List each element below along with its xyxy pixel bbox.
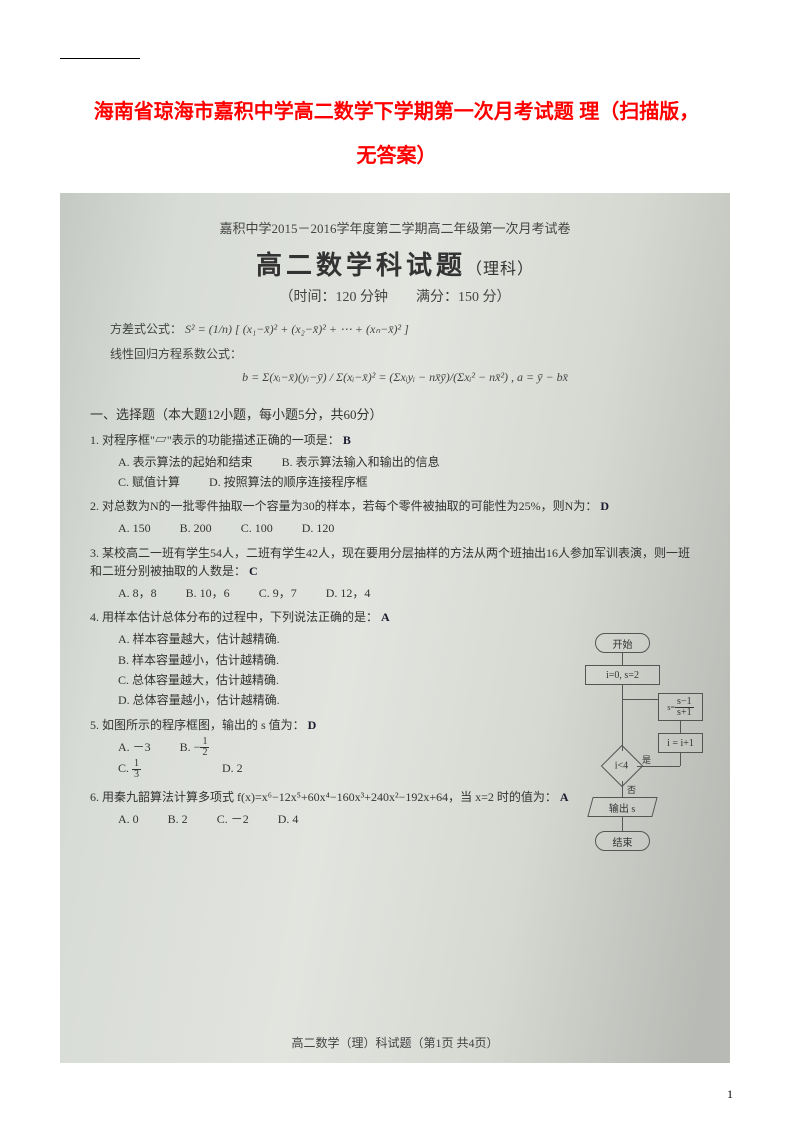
q5-handwritten-answer: D [308,718,317,732]
q3-opt-c: C. 9，7 [259,583,297,603]
q3-text: 3. 某校高二一班有学生54人，二班有学生42人，现在要用分层抽样的方法从两个班… [90,546,690,578]
q4-opt-d: D. 总体容量越小，估计越精确. [118,690,390,710]
fc-no-label: 否 [627,783,636,796]
q2-options: A. 150 B. 200 C. 100 D. 120 [90,518,700,538]
q2-opt-a: A. 150 [118,518,151,538]
regression-formula: 线性回归方程系数公式： b = Σ(xᵢ−x̄)(yᵢ−ȳ) / Σ(xᵢ−x̄… [110,345,700,387]
q1-opt-d: D. 按照算法的顺序连接程序框 [209,472,368,492]
fc-start: 开始 [595,633,650,653]
q2-opt-d: D. 120 [302,518,335,538]
q2-opt-b: B. 200 [180,518,212,538]
fc-inc: i = i+1 [658,733,703,753]
exam-title: 高二数学科试题（理科） [90,245,700,282]
exam-title-sub: （理科） [466,261,534,278]
question-1: 1. 对程序框"▱"表示的功能描述正确的一项是： B [90,431,700,449]
scanned-page: 嘉积中学2015－2016学年度第二学期高二年级第一次月考试卷 高二数学科试题（… [60,193,730,1063]
fc-arrow [622,685,623,699]
formula-1: S² = (1/n) [ (x₁−x̄)² + (x₂−x̄)² + ⋯ + (… [185,322,409,336]
q5-opt-c: C. 13 [118,758,193,780]
q5-options: A. －3 B. −12 C. 13 D. 2 [90,737,390,781]
question-2: 2. 对总数为N的一批零件抽取一个容量为30的样本，若每个零件被抽取的可能性为2… [90,497,700,515]
exam-title-main: 高二数学科试题 [256,251,466,280]
fc-arrow [622,699,658,700]
exam-time-info: （时间：120 分钟 满分：150 分） [90,286,700,306]
q5-text: 5. 如图所示的程序框图，输出的 s 值为： [90,718,305,732]
document-title: 海南省琼海市嘉积中学高二数学下学期第一次月考试题 理（扫描版， 无答案） [60,90,733,178]
q5-opt-a: A. －3 [118,737,151,757]
fc-arrow [622,699,623,751]
scan-footer: 高二数学（理）科试题（第1页 共4页） [60,1034,730,1051]
q6-opt-d: D. 4 [278,809,299,829]
flowchart: 开始 i=0, s=2 s=s−1s+1 i = i+1 i<4 是 否 输出 … [550,633,705,893]
q3-opt-a: A. 8，8 [118,583,157,603]
section-1-title: 一、选择题（本大题12小题，每小题5分，共60分） [90,404,700,423]
q3-handwritten-answer: C [249,564,258,578]
formula-label-1: 方差式公式： [110,322,182,336]
q4-options: A. 样本容量越大，估计越精确. B. 样本容量越小，估计越精确. C. 总体容… [90,629,390,711]
q1-opt-a: A. 表示算法的起始和结束 [118,452,253,472]
title-line-2: 无答案） [60,134,733,178]
q2-handwritten-answer: D [600,499,609,513]
fc-arrow [622,653,623,665]
question-4: 4. 用样本估计总体分布的过程中，下列说法正确的是： A [90,608,700,626]
fc-arrow [680,721,681,733]
q1-handwritten-answer: B [343,433,351,447]
title-line-1: 海南省琼海市嘉积中学高二数学下学期第一次月考试题 理（扫描版， [60,90,733,134]
question-3: 3. 某校高二一班有学生54人，二班有学生42人，现在要用分层抽样的方法从两个班… [90,544,700,580]
page-number: 1 [727,1087,733,1102]
q1-options: A. 表示算法的起始和结束 B. 表示算法输入和输出的信息 C. 赋值计算 D.… [90,452,700,493]
fc-output: 输出 s [587,797,657,817]
fc-init: i=0, s=2 [585,665,660,685]
q3-opt-b: B. 10，6 [186,583,230,603]
q1-opt-c: C. 赋值计算 [118,472,180,492]
q6-opt-a: A. 0 [118,809,139,829]
q2-opt-c: C. 100 [241,518,273,538]
q1-opt-b: B. 表示算法输入和输出的信息 [282,452,440,472]
q4-opt-b: B. 样本容量越小，估计越精确. [118,650,390,670]
fc-assign: s=s−1s+1 [658,693,703,721]
q4-text: 4. 用样本估计总体分布的过程中，下列说法正确的是： [90,610,378,624]
fc-arrow [680,753,681,766]
q1-text: 1. 对程序框"▱"表示的功能描述正确的一项是： [90,433,340,447]
fc-end: 结束 [595,831,650,851]
q5-opt-b: B. −12 [180,737,262,759]
q4-opt-a: A. 样本容量越大，估计越精确. [118,629,390,649]
formula-2: b = Σ(xᵢ−x̄)(yᵢ−ȳ) / Σ(xᵢ−x̄)² = (Σxᵢyᵢ … [110,368,700,387]
fc-arrow [622,781,623,797]
q4-handwritten-answer: A [381,610,390,624]
q6-opt-b: B. 2 [168,809,188,829]
variance-formula: 方差式公式： S² = (1/n) [ (x₁−x̄)² + (x₂−x̄)² … [110,320,700,339]
q3-opt-d: D. 12，4 [326,583,371,603]
exam-header: 嘉积中学2015－2016学年度第二学期高二年级第一次月考试卷 [90,218,700,237]
q4-opt-c: C. 总体容量越大，估计越精确. [118,670,390,690]
q3-options: A. 8，8 B. 10，6 C. 9，7 D. 12，4 [90,583,700,603]
fc-yes-label: 是 [642,753,651,766]
fc-arrow [622,817,623,831]
q6-text: 6. 用秦九韶算法计算多项式 f(x)=x⁶−12x⁵+60x⁴−160x³+2… [90,790,557,804]
q5-opt-d: D. 2 [222,758,243,778]
formula-label-2: 线性回归方程系数公式： [110,347,242,361]
header-rule [60,58,140,59]
q2-text: 2. 对总数为N的一批零件抽取一个容量为30的样本，若每个零件被抽取的可能性为2… [90,499,597,513]
fc-arrow [637,766,680,767]
q6-opt-c: C. －2 [217,809,249,829]
